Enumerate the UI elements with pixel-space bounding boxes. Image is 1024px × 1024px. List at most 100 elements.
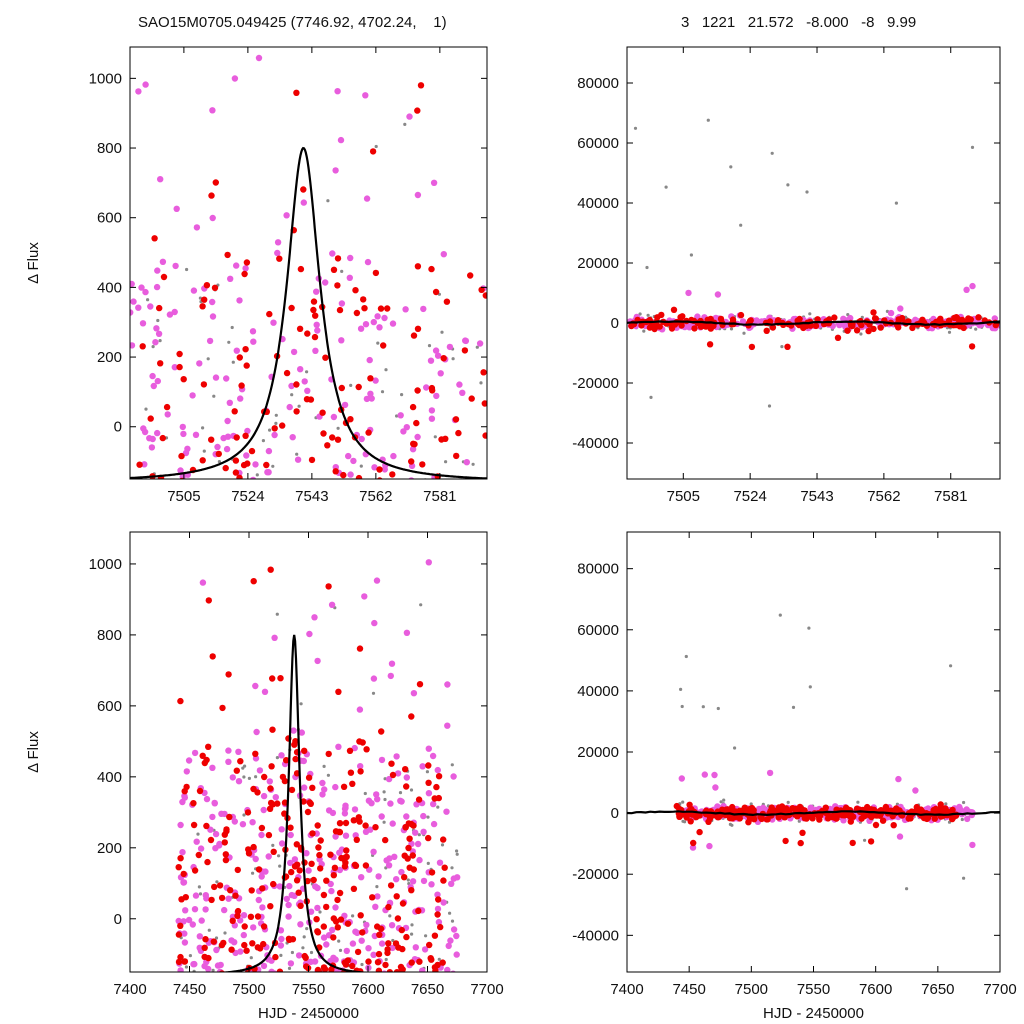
point-gray	[719, 800, 723, 804]
point-gray	[305, 370, 309, 374]
point-red	[252, 750, 259, 757]
point-magenta	[357, 325, 365, 332]
point-gray	[214, 936, 219, 940]
point-magenta	[138, 284, 145, 291]
x-axis-title: HJD - 2450000	[258, 1005, 359, 1022]
point-gray	[144, 407, 148, 411]
point-red	[357, 912, 364, 919]
point-magenta	[404, 981, 410, 987]
point-magenta	[278, 935, 285, 943]
point-magenta	[434, 905, 442, 913]
point-magenta	[370, 848, 377, 855]
point-magenta	[354, 929, 361, 937]
point-red	[330, 934, 337, 941]
point-magenta	[191, 749, 199, 757]
point-gray	[299, 702, 303, 706]
point-gray	[384, 368, 388, 372]
point-magenta	[157, 494, 163, 500]
point-magenta	[212, 830, 220, 838]
point-magenta	[209, 764, 216, 771]
point-magenta	[341, 810, 349, 817]
point-red	[204, 858, 211, 866]
point-red	[782, 837, 789, 845]
point-gray	[733, 746, 737, 750]
point-magenta	[250, 924, 257, 931]
point-red	[384, 305, 391, 312]
point-red	[440, 877, 447, 884]
point-red	[247, 913, 255, 920]
y-tick-label: 20000	[577, 744, 619, 761]
point-gray	[295, 452, 299, 456]
point-magenta	[444, 722, 451, 729]
point-red	[231, 408, 238, 415]
point-red	[320, 430, 327, 437]
point-magenta	[964, 815, 971, 823]
point-red	[267, 785, 274, 792]
point-magenta	[283, 895, 290, 903]
point-magenta	[265, 853, 272, 860]
point-red	[354, 948, 362, 956]
point-red	[222, 856, 230, 864]
point-magenta	[363, 195, 371, 202]
point-red	[277, 675, 284, 682]
point-gray	[646, 313, 650, 317]
point-red	[222, 464, 229, 472]
point-magenta	[278, 840, 286, 847]
point-magenta	[166, 311, 174, 318]
point-red	[764, 816, 771, 823]
point-red	[219, 704, 226, 712]
point-red	[428, 265, 435, 273]
point-magenta	[420, 828, 427, 835]
point-red	[359, 739, 366, 746]
point-red	[353, 309, 361, 317]
header-right-label: 3 1221 21.572 -8.000 -8 9.99	[681, 14, 917, 31]
point-red	[482, 432, 487, 439]
point-gray	[859, 332, 863, 336]
point-magenta	[969, 282, 976, 290]
point-red	[349, 780, 356, 787]
y-tick-label: 200	[97, 840, 122, 857]
point-magenta	[444, 966, 451, 972]
point-red	[205, 597, 212, 604]
point-red	[163, 403, 171, 411]
point-gray	[425, 770, 429, 774]
x-tick-label: 7450	[672, 981, 705, 998]
point-magenta	[341, 805, 349, 813]
point-magenta	[193, 838, 200, 845]
point-red	[211, 883, 218, 891]
point-magenta	[224, 417, 231, 425]
point-red	[241, 941, 248, 949]
point-magenta	[239, 821, 247, 828]
point-red	[293, 877, 301, 884]
point-magenta	[419, 967, 426, 972]
point-gray	[349, 383, 353, 387]
point-red	[359, 929, 366, 936]
data-points	[175, 559, 461, 987]
point-red	[243, 947, 250, 954]
point-red	[342, 819, 350, 827]
point-red	[931, 815, 938, 822]
point-magenta	[141, 461, 148, 468]
point-magenta	[212, 845, 219, 852]
point-magenta	[365, 797, 373, 804]
point-red	[410, 489, 416, 495]
point-magenta	[378, 940, 386, 947]
point-red	[288, 304, 295, 312]
point-red	[283, 369, 291, 377]
point-red	[844, 327, 851, 334]
point-gray	[241, 766, 245, 770]
point-magenta	[403, 774, 410, 781]
point-red	[201, 296, 208, 303]
point-gray	[642, 329, 646, 333]
point-magenta	[270, 319, 277, 326]
point-magenta	[329, 250, 336, 257]
point-magenta	[428, 415, 436, 422]
point-magenta	[963, 286, 970, 293]
point-gray	[419, 488, 422, 491]
point-magenta	[192, 431, 200, 438]
x-tick-label: 7400	[113, 981, 146, 998]
point-red	[295, 889, 302, 896]
point-magenta	[311, 614, 318, 621]
point-red	[145, 488, 151, 494]
point-gray	[427, 482, 430, 485]
